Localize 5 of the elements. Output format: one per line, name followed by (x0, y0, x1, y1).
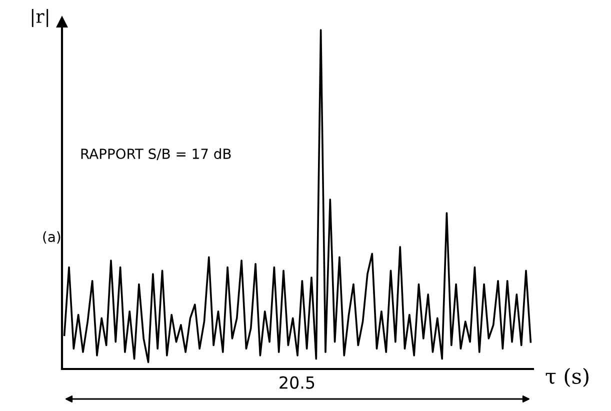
text: 20.5 (280, 376, 314, 389)
x-axis-title: τ (s) (546, 368, 588, 387)
y-axis-title: |r| (32, 8, 48, 28)
annotation: RAPPORT S/B = 17 dB (81, 148, 231, 160)
text: (a) (43, 231, 60, 244)
